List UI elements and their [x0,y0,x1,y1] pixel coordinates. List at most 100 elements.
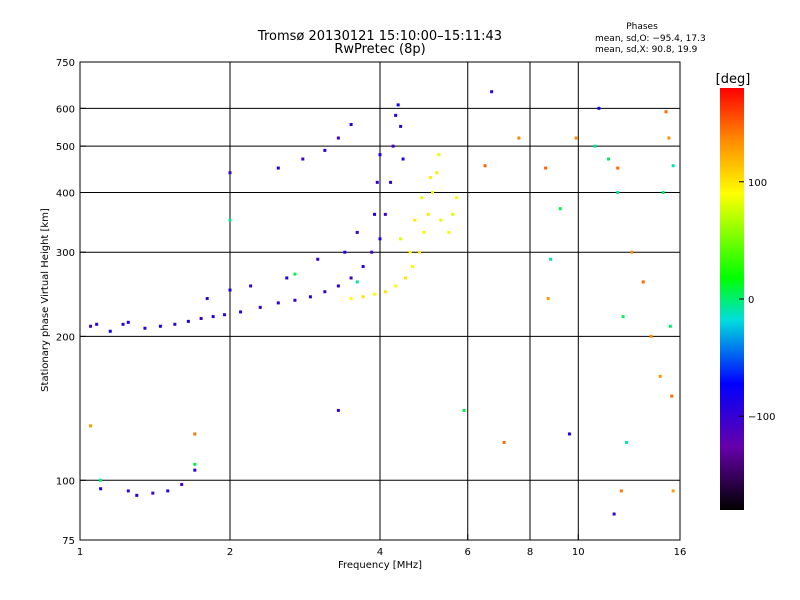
data-point [619,489,623,493]
data-point [239,310,243,314]
data-point [223,313,227,317]
data-point [135,493,139,497]
data-point [607,157,611,161]
data-point [396,103,400,107]
data-point [126,489,130,493]
data-point [403,276,407,280]
data-point [391,144,395,148]
y-tick-label: 75 [62,536,75,547]
data-point [649,334,653,338]
data-point [205,297,209,301]
data-point [211,315,215,319]
data-point [355,230,359,234]
data-point [361,265,365,269]
data-point [658,374,662,378]
data-point [323,148,327,152]
x-tick-label: 8 [527,547,533,558]
data-point [668,324,672,328]
data-point [361,295,365,299]
data-point [625,440,629,444]
data-point [249,284,253,288]
data-point [411,265,415,269]
chart-title: Tromsø 20130121 15:10:00–15:11:43 [257,29,502,44]
data-point [258,305,262,309]
data-point [567,432,571,436]
data-point [422,230,426,234]
colorbar-tick-label: 0 [748,295,754,306]
x-tick-label: 1 [77,547,83,558]
data-point [408,250,412,254]
data-point [193,462,197,466]
data-point [621,315,625,319]
data-point [228,288,232,292]
data-point [574,136,578,140]
data-point [661,190,665,194]
data-point [293,272,297,276]
data-point [158,324,162,328]
data-point [502,440,506,444]
data-point [316,257,320,261]
data-point [166,489,170,493]
colorbar-tick-label: −100 [748,412,775,423]
data-points [89,90,675,516]
y-axis-label: Stationary phase Virtual Height [km] [40,208,51,392]
data-point [99,487,103,491]
colorbar-ticks: 100 0 −100 [739,178,775,423]
data-point [439,218,443,222]
data-point [126,320,130,324]
data-point [671,489,675,493]
data-point [490,90,494,94]
y-tick-label: 750 [56,58,75,69]
data-point [670,394,674,398]
data-point [301,157,305,161]
x-tick-label: 16 [674,547,687,558]
data-point [383,212,387,216]
data-point [428,175,432,179]
data-point [228,171,232,175]
data-point [143,326,147,330]
data-point [99,478,103,482]
data-point [394,113,398,117]
data-point [323,290,327,294]
data-point [121,322,125,326]
data-point [616,166,620,170]
y-tick-label: 400 [56,188,75,199]
data-point [630,250,634,254]
data-point [343,250,347,254]
x-tick-label: 4 [377,547,383,558]
data-point [173,322,177,326]
y-tick-label: 200 [56,332,75,343]
data-point [373,292,377,296]
data-point [597,106,601,110]
data-point [193,468,197,472]
data-point [95,322,99,326]
data-point [399,124,403,128]
data-point [336,408,340,412]
data-point [349,276,353,280]
data-point [389,180,393,184]
data-point [546,297,550,301]
data-point [349,297,353,301]
data-point [336,284,340,288]
data-point [549,257,553,261]
data-point [593,144,597,148]
y-tick-label: 100 [56,476,75,487]
data-point [558,207,562,211]
data-point [394,284,398,288]
data-point [420,196,424,200]
axis-ticks: 1 2 4 6 8 10 16 75 100 200 300 400 500 600 750 [56,58,686,558]
data-point [616,190,620,194]
data-point [349,123,353,127]
data-point [483,164,487,168]
data-point [451,212,455,216]
data-point [378,237,382,241]
data-point [89,324,93,328]
data-point [612,512,616,516]
data-point [437,153,441,157]
data-point [151,491,155,495]
x-tick-label: 2 [227,547,233,558]
data-point [641,280,645,284]
data-point [664,110,668,114]
data-point [355,280,359,284]
data-point [89,424,93,428]
